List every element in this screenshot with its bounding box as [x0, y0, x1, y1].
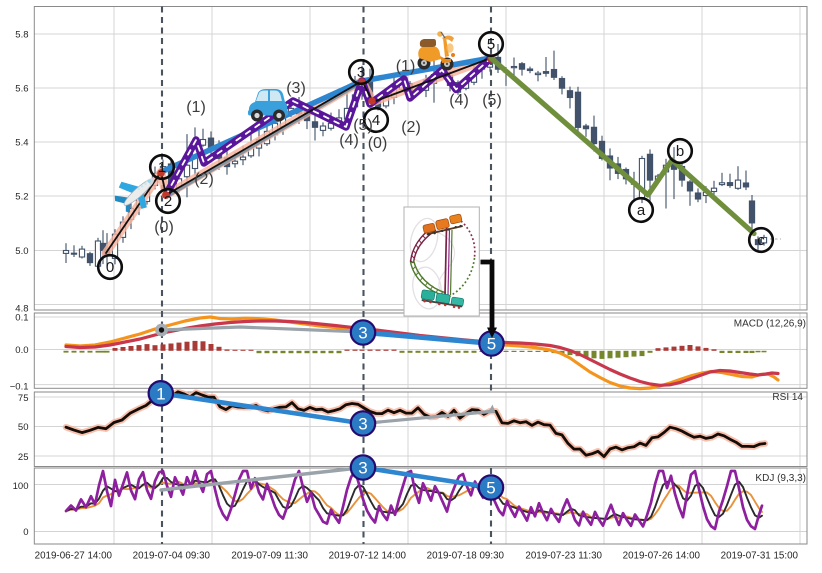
svg-text:(2): (2) — [194, 171, 214, 188]
svg-text:2019-07-31 15:00: 2019-07-31 15:00 — [721, 551, 799, 562]
svg-text:2019-06-27 14:00: 2019-06-27 14:00 — [35, 551, 113, 562]
svg-text:1: 1 — [156, 384, 165, 403]
svg-text:5.4: 5.4 — [15, 137, 28, 148]
svg-text:75: 75 — [18, 393, 29, 404]
svg-text:4: 4 — [372, 112, 380, 129]
svg-text:2019-07-18 09:30: 2019-07-18 09:30 — [427, 551, 505, 562]
svg-text:c: c — [757, 232, 765, 249]
svg-text:−0.1: −0.1 — [10, 381, 29, 392]
svg-text:(4): (4) — [449, 92, 469, 109]
svg-text:50: 50 — [18, 422, 29, 433]
svg-text:25: 25 — [18, 452, 29, 463]
svg-text:5.6: 5.6 — [15, 83, 28, 94]
svg-text:4.8: 4.8 — [15, 303, 28, 314]
svg-text:0.0: 0.0 — [15, 345, 28, 356]
svg-text:(1): (1) — [396, 58, 416, 75]
svg-text:2: 2 — [164, 193, 172, 210]
svg-text:5.0: 5.0 — [15, 246, 28, 257]
svg-text:0: 0 — [106, 259, 114, 276]
svg-text:5: 5 — [487, 335, 496, 354]
svg-text:3: 3 — [358, 324, 367, 343]
svg-text:1: 1 — [158, 159, 166, 176]
svg-text:(5): (5) — [353, 117, 373, 134]
svg-text:(5): (5) — [482, 92, 502, 109]
svg-text:(0): (0) — [368, 135, 388, 152]
svg-text:0.1: 0.1 — [15, 312, 28, 323]
svg-text:RSI 14: RSI 14 — [772, 392, 803, 403]
svg-text:2019-07-26 14:00: 2019-07-26 14:00 — [623, 551, 701, 562]
svg-text:(0): (0) — [154, 219, 174, 236]
svg-text:3: 3 — [357, 64, 365, 81]
svg-text:b: b — [676, 143, 684, 160]
svg-text:3: 3 — [358, 459, 367, 478]
svg-text:5.2: 5.2 — [15, 191, 28, 202]
svg-text:2019-07-23 11:30: 2019-07-23 11:30 — [525, 551, 602, 562]
svg-text:2019-07-04 09:30: 2019-07-04 09:30 — [133, 551, 211, 562]
svg-text:(2): (2) — [401, 119, 421, 136]
svg-text:MACD (12,26,9): MACD (12,26,9) — [734, 319, 806, 330]
svg-text:a: a — [637, 202, 646, 219]
svg-text:5.8: 5.8 — [15, 29, 28, 40]
svg-text:2019-07-12 14:00: 2019-07-12 14:00 — [329, 551, 407, 562]
svg-text:KDJ (9,3,3): KDJ (9,3,3) — [755, 473, 806, 484]
svg-text:5: 5 — [486, 479, 495, 498]
svg-text:5: 5 — [487, 36, 495, 53]
svg-text:(3): (3) — [286, 80, 306, 97]
svg-text:(4): (4) — [339, 132, 359, 149]
svg-text:0: 0 — [23, 527, 28, 538]
svg-text:2019-07-09 11:30: 2019-07-09 11:30 — [231, 551, 308, 562]
svg-text:100: 100 — [13, 481, 29, 492]
svg-text:(1): (1) — [186, 99, 206, 116]
svg-text:3: 3 — [358, 415, 367, 434]
